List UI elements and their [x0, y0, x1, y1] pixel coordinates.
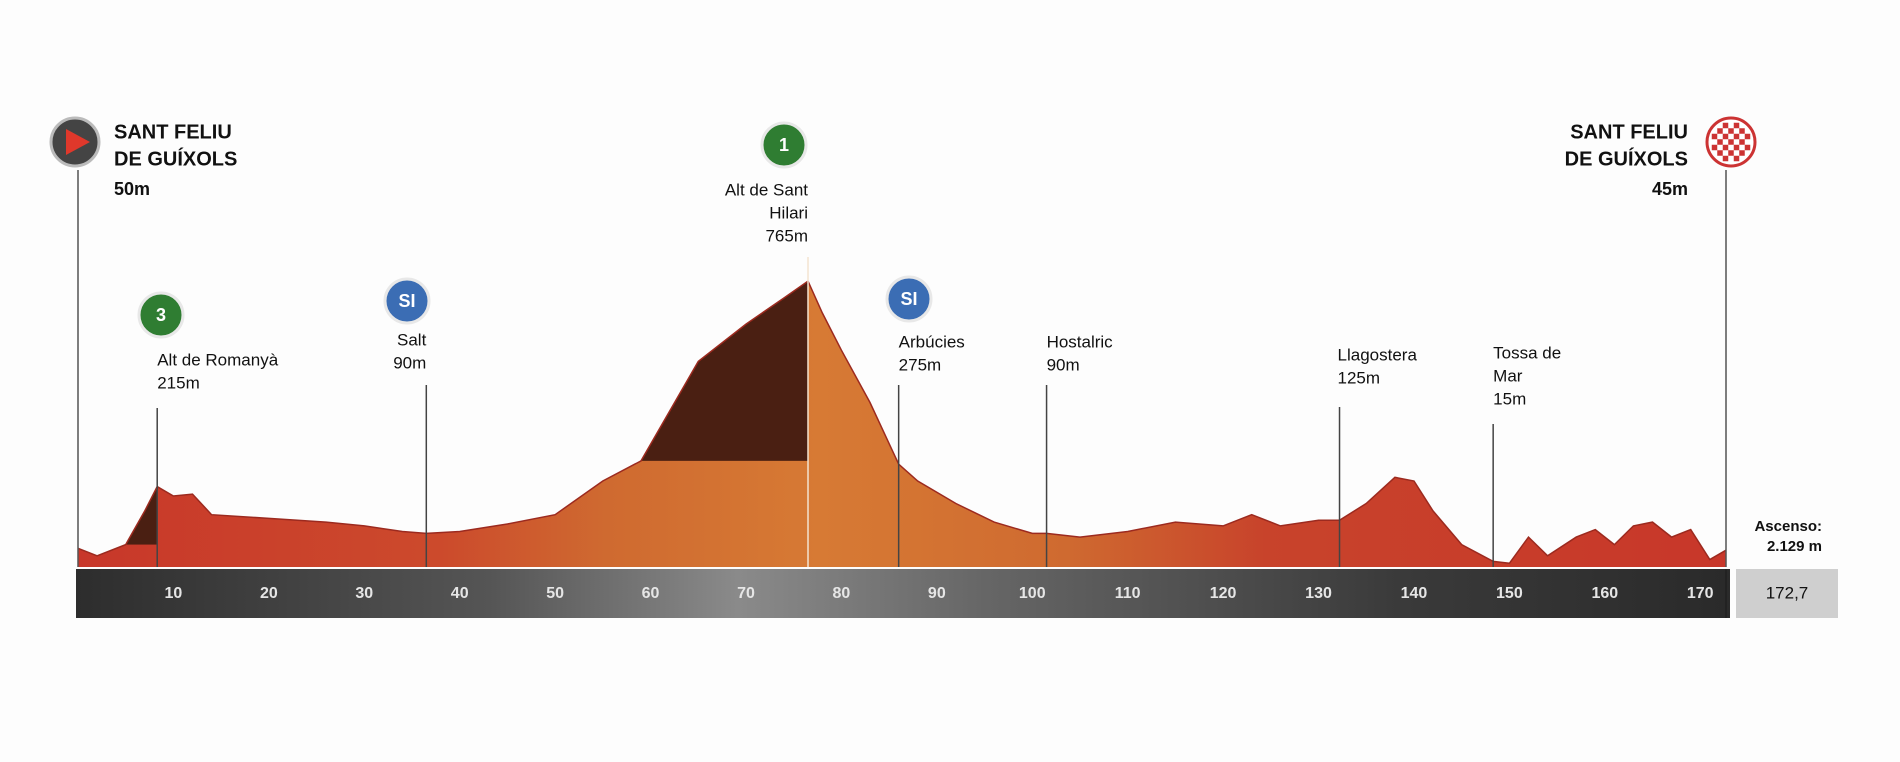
checker: [1722, 155, 1729, 162]
checker: [1728, 128, 1734, 134]
point-name: Alt de Romanyà: [157, 350, 278, 369]
distance: 172,7: [1766, 583, 1809, 602]
checker: [1733, 155, 1740, 162]
checker: [1739, 128, 1745, 134]
finish-elevation: 45m: [1652, 179, 1688, 199]
x-tick-label: 40: [451, 585, 469, 602]
point-name: Hilari: [769, 203, 808, 222]
x-tick-label: 50: [546, 585, 564, 602]
point-name: Mar: [1493, 366, 1523, 385]
start-arrow: [66, 129, 90, 155]
km-bar: [76, 569, 1730, 618]
point-elevation: 90m: [393, 353, 426, 372]
checker: [1733, 144, 1740, 151]
checker: [1733, 133, 1740, 140]
start-name: DE GUÍXOLS: [114, 147, 237, 170]
x-tick-label: 90: [928, 585, 946, 602]
checker: [1744, 144, 1751, 151]
x-tick-label: 150: [1496, 585, 1523, 602]
x-tick-label: 100: [1019, 585, 1046, 602]
finish-name: SANT FELIU: [1570, 121, 1688, 143]
point-icon-label: 3: [156, 305, 166, 325]
start-name: SANT FELIU: [114, 121, 232, 143]
checker: [1728, 150, 1734, 156]
checker: [1722, 144, 1729, 151]
x-tick-label: 120: [1210, 585, 1237, 602]
checker: [1717, 139, 1723, 145]
x-tick-label: 160: [1591, 585, 1618, 602]
start-elevation: 50m: [114, 179, 150, 199]
point-name: Llagostera: [1338, 345, 1418, 364]
point-icon-label: SI: [398, 291, 415, 311]
checker: [1717, 150, 1723, 156]
profile-area: [78, 281, 1726, 567]
x-tick-label: 60: [642, 585, 660, 602]
checker: [1717, 128, 1723, 134]
point-icon: [885, 275, 933, 323]
point-elevation: 765m: [765, 226, 808, 245]
point-icon: [760, 121, 808, 169]
checker: [1733, 122, 1740, 129]
point-name: Hostalric: [1047, 332, 1114, 351]
x-tick-label: 170: [1687, 585, 1714, 602]
point-name: Tossa de: [1493, 343, 1561, 362]
x-tick-label: 70: [737, 585, 755, 602]
checker: [1739, 139, 1745, 145]
x-tick-label: 140: [1401, 585, 1428, 602]
point-elevation: 215m: [157, 373, 200, 392]
x-tick-label: 10: [165, 585, 183, 602]
checker: [1711, 144, 1718, 151]
profile-line: [77, 279, 1727, 565]
point-icon-label: 1: [779, 135, 789, 155]
point-elevation: 125m: [1338, 368, 1381, 387]
x-tick-label: 80: [833, 585, 851, 602]
point-icon: [383, 277, 431, 325]
checker: [1739, 150, 1745, 156]
ascent: 2.129 m: [1767, 538, 1822, 555]
checker: [1711, 133, 1718, 140]
point-elevation: 275m: [899, 355, 942, 374]
point-name: Arbúcies: [899, 332, 965, 351]
distance-box: [1736, 569, 1838, 618]
climb-section: [641, 281, 809, 461]
ascent-title: Ascenso:: [1754, 518, 1822, 535]
checker: [1744, 133, 1751, 140]
point-name: Alt de Sant: [725, 180, 808, 199]
x-tick-label: 110: [1115, 585, 1141, 602]
climb-section: [125, 281, 158, 545]
x-tick-label: 20: [260, 585, 278, 602]
checker: [1722, 133, 1729, 140]
checker: [1722, 122, 1729, 129]
point-elevation: 90m: [1047, 355, 1080, 374]
x-tick-label: 130: [1305, 585, 1332, 602]
point-name: Salt: [397, 330, 427, 349]
point-elevation: 15m: [1493, 389, 1526, 408]
point-icon-label: SI: [900, 289, 917, 309]
finish-icon: [1705, 116, 1757, 168]
finish-name: DE GUÍXOLS: [1565, 147, 1688, 170]
checker: [1728, 139, 1734, 145]
point-icon: [137, 291, 185, 339]
x-tick-label: 30: [355, 585, 373, 602]
